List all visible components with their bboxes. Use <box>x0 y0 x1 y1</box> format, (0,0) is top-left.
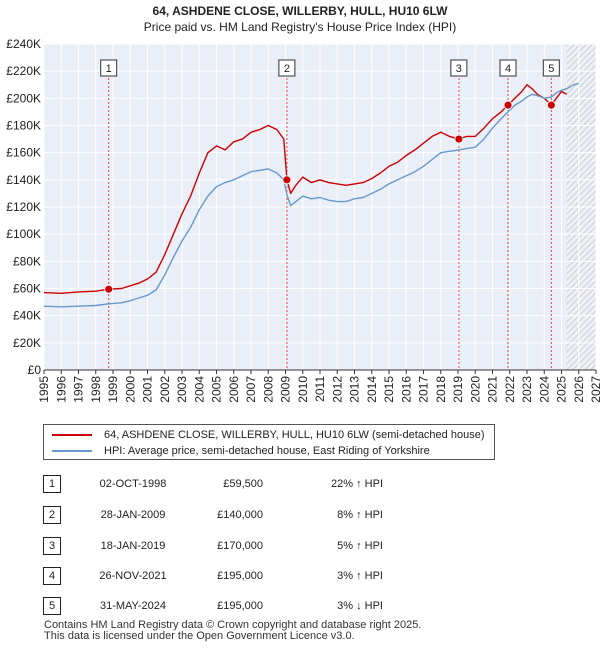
sale-hpi-diff: 5% ↑ HPI <box>337 540 383 552</box>
sale-price: £195,000 <box>217 570 263 582</box>
x-tick-label: 1999 <box>106 376 120 403</box>
x-tick-label: 2020 <box>468 376 482 403</box>
chart-subtitle: Price paid vs. HM Land Registry's House … <box>143 20 457 34</box>
legend-swatch-property <box>52 434 92 436</box>
y-tick-label: £60K <box>13 282 41 296</box>
sale-label-number: 3 <box>456 63 462 75</box>
sale-hpi-diff: 22% ↑ HPI <box>331 478 383 490</box>
y-tick-label: £80K <box>13 254 41 268</box>
y-tick-label: £240K <box>6 37 41 51</box>
sale-label-box <box>450 59 468 77</box>
x-tick-label: 2018 <box>434 376 448 403</box>
x-tick-label: 2014 <box>365 376 379 403</box>
sale-label-number: 2 <box>284 63 290 75</box>
sale-number-badge: 3 <box>43 537 61 555</box>
x-tick-label: 2023 <box>520 376 534 403</box>
x-tick-label: 2004 <box>192 376 206 403</box>
sale-price: £140,000 <box>217 509 263 521</box>
sale-label-number: 4 <box>505 63 511 75</box>
x-tick-label: 2009 <box>279 376 293 403</box>
sale-number-badge: 5 <box>43 597 61 615</box>
sale-hpi-diff: 3% ↑ HPI <box>337 570 383 582</box>
x-tick-label: 2005 <box>210 376 224 403</box>
sale-number-badge: 2 <box>43 506 61 524</box>
table-row: 2 28-JAN-2009 £140,000 8% ↑ HPI <box>43 506 563 524</box>
y-tick-label: £200K <box>6 91 41 105</box>
x-tick-label: 2016 <box>399 376 413 403</box>
x-tick-label: 2013 <box>348 376 362 403</box>
chart-title: 64, ASHDENE CLOSE, WILLERBY, HULL, HU10 … <box>152 4 448 18</box>
legend-label-hpi: HPI: Average price, semi-detached house,… <box>104 445 430 457</box>
sale-date: 26-NOV-2021 <box>99 570 167 582</box>
y-tick-label: £140K <box>6 173 41 187</box>
y-tick-label: £20K <box>13 336 41 350</box>
table-row: 5 31-MAY-2024 £195,000 3% ↓ HPI <box>43 597 563 615</box>
x-tick-label: 2006 <box>227 376 241 403</box>
table-row: 1 02-OCT-1998 £59,500 22% ↑ HPI <box>43 475 563 493</box>
sale-point <box>546 100 556 110</box>
sale-price: £170,000 <box>217 540 263 552</box>
y-tick-label: £0 <box>28 363 42 377</box>
x-tick-label: 2007 <box>244 376 258 403</box>
sale-number-badge: 4 <box>43 567 61 585</box>
sale-date: 18-JAN-2019 <box>100 540 166 552</box>
x-tick-label: 2010 <box>296 376 310 403</box>
x-tick-label: 2021 <box>486 376 500 403</box>
sale-label-box <box>100 59 118 77</box>
x-tick-label: 2026 <box>572 376 586 403</box>
chart-legend: 64, ASHDENE CLOSE, WILLERBY, HULL, HU10 … <box>43 424 495 460</box>
x-tick-label: 2017 <box>417 376 431 403</box>
sale-point <box>503 100 513 110</box>
sale-label-number: 5 <box>548 63 554 75</box>
x-tick-label: 1995 <box>37 376 51 403</box>
sale-point <box>282 175 292 185</box>
x-tick-label: 2011 <box>313 376 327 402</box>
sale-label-box <box>542 59 560 77</box>
sale-label-number: 1 <box>106 63 112 75</box>
y-tick-label: £160K <box>6 146 41 160</box>
x-tick-label: 1997 <box>72 376 86 403</box>
y-tick-label: £100K <box>6 227 41 241</box>
sale-date: 28-JAN-2009 <box>100 509 166 521</box>
sale-price: £59,500 <box>223 478 263 490</box>
table-row: 4 26-NOV-2021 £195,000 3% ↑ HPI <box>43 567 563 585</box>
sale-label-box <box>499 59 517 77</box>
x-tick-label: 2008 <box>261 376 275 403</box>
x-tick-label: 1996 <box>54 376 68 403</box>
x-tick-label: 2001 <box>141 376 155 403</box>
x-tick-label: 2019 <box>451 376 465 403</box>
x-tick-label: 2024 <box>537 376 551 403</box>
sale-label-box <box>278 59 296 77</box>
x-tick-label: 2025 <box>555 376 569 403</box>
sale-point <box>454 134 464 144</box>
footer-copyright: Contains HM Land Registry data © Crown c… <box>44 619 422 631</box>
x-tick-label: 2002 <box>158 376 172 403</box>
x-tick-label: 2003 <box>175 376 189 403</box>
x-tick-label: 1998 <box>89 376 103 403</box>
x-tick-label: 2000 <box>123 376 137 403</box>
price-chart: 1 2 3 4 5 £0 £20K £40K £60K £80K £100K £120K £140K £… <box>6 37 600 403</box>
sale-date: 02-OCT-1998 <box>99 478 167 490</box>
sale-price: £195,000 <box>217 600 263 612</box>
x-tick-label: 2022 <box>503 376 517 403</box>
y-tick-label: £180K <box>6 119 41 133</box>
legend-label-property: 64, ASHDENE CLOSE, WILLERBY, HULL, HU10 … <box>104 429 485 441</box>
x-tick-label: 2027 <box>589 376 600 403</box>
table-row: 3 18-JAN-2019 £170,000 5% ↑ HPI <box>43 537 563 555</box>
hpi-line <box>43 82 579 308</box>
legend-swatch-hpi <box>52 450 92 452</box>
sale-hpi-diff: 3% ↓ HPI <box>337 600 383 612</box>
x-tick-label: 2012 <box>330 376 344 403</box>
footer-attribution: Contains HM Land Registry data © Crown c… <box>44 620 421 642</box>
x-tick-label: 2015 <box>382 376 396 403</box>
footer-licence: This data is licensed under the Open Gov… <box>44 630 355 642</box>
y-tick-label: £120K <box>6 200 41 214</box>
sale-number-badge: 1 <box>43 475 61 493</box>
sale-date: 31-MAY-2024 <box>99 600 167 612</box>
sale-hpi-diff: 8% ↑ HPI <box>337 509 383 521</box>
sale-point <box>104 284 114 294</box>
y-tick-label: £220K <box>6 64 41 78</box>
y-tick-label: £40K <box>13 309 41 323</box>
